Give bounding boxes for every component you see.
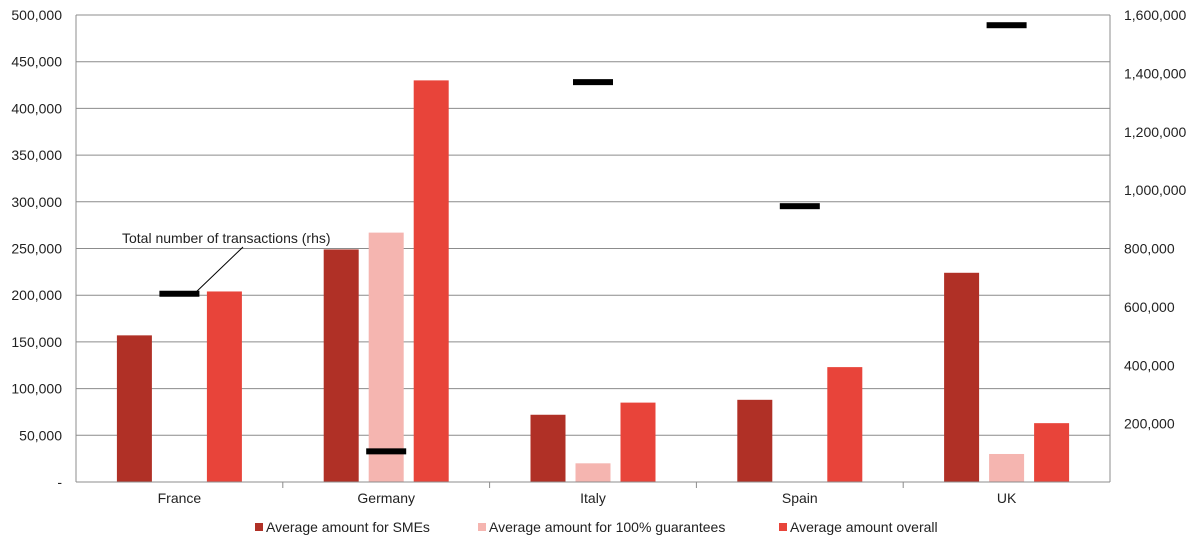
- left-tick-label: 200,000: [11, 287, 62, 303]
- legend-label: Average amount for 100% guarantees: [489, 519, 725, 535]
- category-label: Italy: [580, 490, 606, 506]
- bar-overall: [414, 80, 449, 482]
- bar-full-guarantees: [989, 454, 1024, 482]
- bar-smes: [324, 249, 359, 482]
- left-tick-label: 350,000: [11, 147, 62, 163]
- bars: [117, 80, 1069, 482]
- legend-swatch: [255, 523, 263, 531]
- category-label: Spain: [782, 490, 818, 506]
- bar-smes: [531, 415, 566, 482]
- annotation-text: Total number of transactions (rhs): [122, 230, 331, 246]
- left-tick-label: 250,000: [11, 241, 62, 257]
- right-tick-label: 1,600,000: [1124, 7, 1186, 23]
- legend: Average amount for SMEs Average amount fo…: [255, 519, 938, 535]
- transactions-marker: [159, 291, 199, 297]
- left-tick-label: 50,000: [19, 427, 62, 443]
- bar-overall: [207, 291, 242, 482]
- bar-overall: [621, 403, 656, 482]
- left-tick-label: -: [57, 474, 62, 490]
- transactions-marker: [780, 203, 820, 209]
- bar-smes: [737, 400, 772, 482]
- legend-swatch: [779, 523, 787, 531]
- category-label: Germany: [357, 490, 415, 506]
- annotation-leader-line: [193, 247, 243, 295]
- right-tick-label: 1,000,000: [1124, 182, 1186, 198]
- category-label: UK: [997, 490, 1017, 506]
- right-tick-label: 200,000: [1124, 416, 1175, 432]
- bar-smes: [117, 335, 152, 482]
- bar-full-guarantees: [576, 463, 611, 482]
- right-tick-label: 1,400,000: [1124, 65, 1186, 81]
- category-label: France: [158, 490, 202, 506]
- left-tick-label: 100,000: [11, 381, 62, 397]
- right-tick-label: 600,000: [1124, 299, 1175, 315]
- right-tick-label: 400,000: [1124, 357, 1175, 373]
- left-tick-label: 500,000: [11, 7, 62, 23]
- left-tick-label: 300,000: [11, 194, 62, 210]
- legend-label: Average amount overall: [790, 519, 938, 535]
- left-tick-label: 400,000: [11, 100, 62, 116]
- transactions-marker: [987, 22, 1027, 28]
- transactions-marker: [573, 79, 613, 85]
- bar-full-guarantees: [369, 233, 404, 482]
- left-tick-label: 450,000: [11, 54, 62, 70]
- legend-swatch: [478, 523, 486, 531]
- right-tick-label: 800,000: [1124, 241, 1175, 257]
- right-tick-label: 1,200,000: [1124, 124, 1186, 140]
- bar-smes: [944, 273, 979, 482]
- bar-overall: [827, 367, 862, 482]
- left-tick-label: 150,000: [11, 334, 62, 350]
- transactions-marker: [366, 448, 406, 454]
- annotation: Total number of transactions (rhs): [122, 230, 331, 295]
- bar-overall: [1034, 423, 1069, 482]
- legend-label: Average amount for SMEs: [266, 519, 430, 535]
